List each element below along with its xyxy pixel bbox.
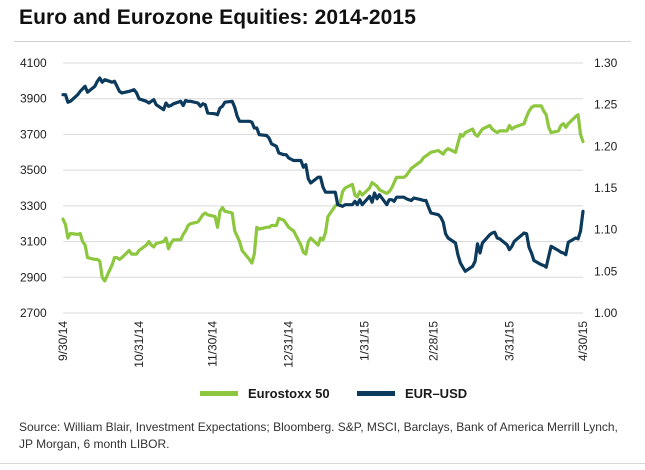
x-tick-label: 1/31/15 [358,321,372,361]
x-tick-label: 10/31/14 [132,321,146,368]
legend-swatch-eurusd [357,391,395,396]
legend-label-eurostoxx: Eurostoxx 50 [248,386,330,401]
x-tick-label: 9/30/14 [56,321,70,361]
y-right-tick-label: 1.25 [594,98,618,112]
chart-title: Euro and Eurozone Equities: 2014-2015 [19,6,416,29]
x-tick-label: 4/30/15 [576,321,590,361]
y-left-tick-label: 4100 [20,56,47,70]
line-chart: 2700 2900 3100 3300 3500 3700 3900 4100 1.00 1.05… [20,56,618,368]
y-right-tick-label: 1.00 [594,306,618,320]
y-left-tick-label: 3700 [20,127,47,141]
y-left-tick-label: 3900 [20,92,47,106]
x-tick-label: 2/28/15 [426,321,440,361]
y-left-tick-label: 3500 [20,163,47,177]
y-right-tick-label: 1.20 [594,139,618,153]
y-right-tick-label: 1.30 [594,56,618,70]
y-left-tick-label: 3100 [20,235,47,249]
eurusd-line [61,76,585,273]
y-right-tick-label: 1.05 [594,264,618,278]
y-right-tick-label: 1.10 [594,223,618,237]
source-note: Source: William Blair, Investment Expect… [19,420,618,451]
legend-label-eurusd: EUR–USD [405,386,468,401]
y-left-tick-label: 3300 [20,199,47,213]
y-right-tick-label: 1.15 [594,181,618,195]
x-tick-label: 11/30/14 [206,321,220,367]
title-divider [14,41,631,42]
legend-swatch-eurostoxx [200,391,238,396]
y-left-tick-label: 2700 [20,306,47,320]
chart-legend: Eurostoxx 50 EUR–USD [0,386,645,406]
bottom-divider [0,463,645,464]
legend-item-eurusd: EUR–USD [357,386,467,401]
y-left-tick-label: 2900 [20,270,47,284]
x-tick-label: 3/31/15 [502,321,516,361]
x-tick-label: 12/31/14 [282,321,296,368]
eurostoxx-line [61,104,585,283]
legend-item-eurostoxx: Eurostoxx 50 [200,386,330,401]
